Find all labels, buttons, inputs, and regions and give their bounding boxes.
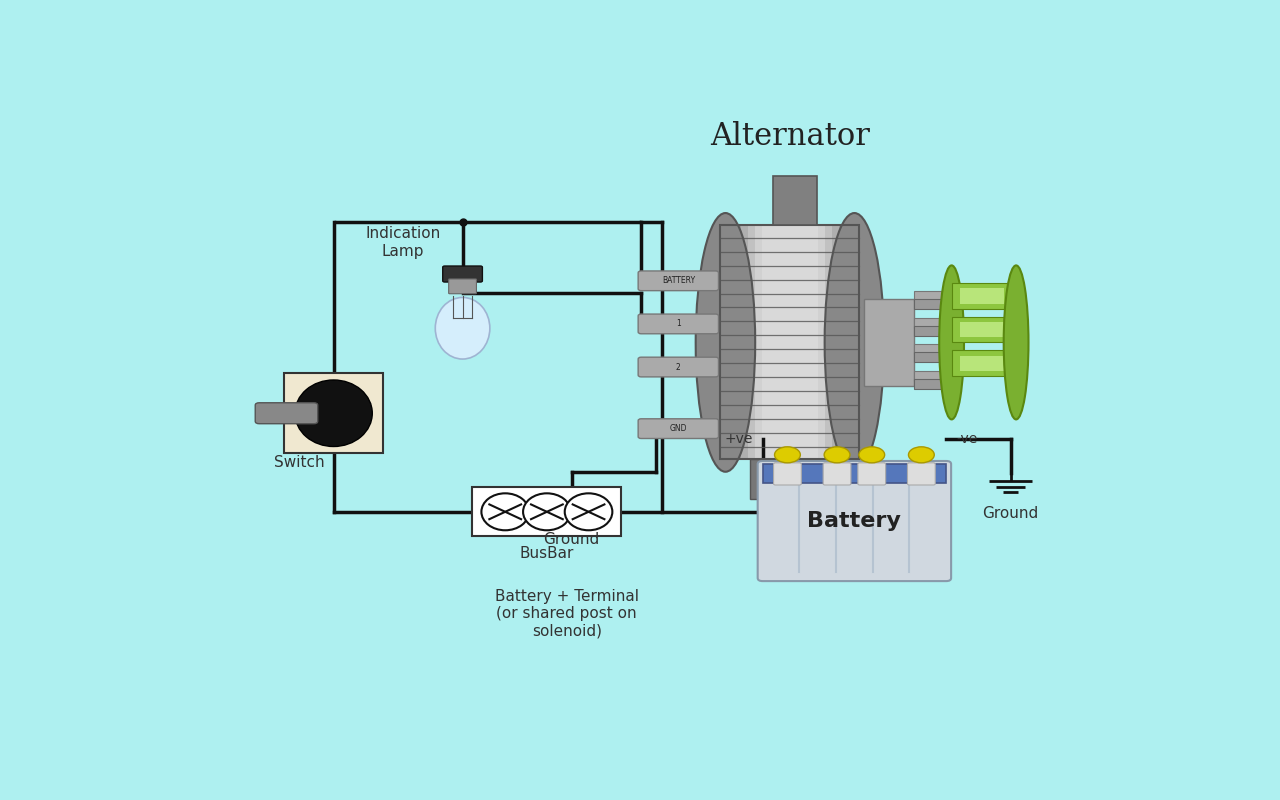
Bar	[951, 317, 1016, 342]
Text: 2: 2	[676, 362, 681, 371]
FancyBboxPatch shape	[284, 373, 383, 454]
Text: GND: GND	[669, 424, 687, 433]
FancyBboxPatch shape	[255, 402, 317, 424]
Bar	[769, 226, 777, 459]
Bar	[755, 226, 763, 459]
Ellipse shape	[524, 494, 571, 530]
Bar	[951, 282, 1016, 309]
Bar	[914, 291, 942, 301]
Bar	[727, 226, 735, 459]
FancyBboxPatch shape	[908, 463, 936, 485]
Ellipse shape	[940, 266, 964, 419]
Bar	[914, 378, 942, 389]
Bar	[960, 322, 1005, 338]
Text: Ground: Ground	[544, 532, 600, 547]
Bar	[762, 226, 771, 459]
Ellipse shape	[564, 494, 612, 530]
Text: Ground: Ground	[983, 506, 1039, 521]
FancyBboxPatch shape	[823, 463, 851, 485]
Ellipse shape	[481, 494, 529, 530]
Circle shape	[774, 447, 800, 463]
Ellipse shape	[294, 380, 372, 446]
Bar	[804, 226, 812, 459]
Text: -ve: -ve	[956, 433, 978, 446]
FancyBboxPatch shape	[639, 357, 718, 377]
Text: +ve: +ve	[724, 433, 753, 446]
Text: Switch: Switch	[274, 455, 324, 470]
Bar	[960, 288, 1005, 303]
Bar	[960, 356, 1005, 371]
FancyBboxPatch shape	[639, 314, 718, 334]
Bar	[741, 226, 749, 459]
FancyBboxPatch shape	[773, 176, 817, 226]
Bar	[790, 226, 797, 459]
FancyBboxPatch shape	[758, 461, 951, 581]
Ellipse shape	[696, 213, 755, 472]
Bar	[951, 350, 1016, 376]
Text: Indication
Lamp: Indication Lamp	[365, 226, 440, 259]
Text: 1: 1	[676, 319, 681, 329]
Circle shape	[859, 447, 884, 463]
Circle shape	[824, 447, 850, 463]
Bar	[852, 226, 860, 459]
Bar	[846, 226, 854, 459]
Bar	[776, 226, 783, 459]
Text: BusBar: BusBar	[520, 546, 573, 561]
Text: Battery: Battery	[808, 511, 901, 531]
Bar	[783, 226, 791, 459]
Bar	[818, 226, 826, 459]
Bar	[763, 464, 946, 482]
Ellipse shape	[824, 213, 884, 472]
Circle shape	[909, 447, 934, 463]
Text: BATTERY: BATTERY	[662, 276, 695, 286]
FancyBboxPatch shape	[639, 418, 718, 438]
FancyBboxPatch shape	[858, 463, 886, 485]
FancyBboxPatch shape	[773, 463, 801, 485]
Ellipse shape	[435, 298, 490, 359]
Bar	[914, 352, 942, 362]
Bar	[914, 318, 942, 328]
Bar	[721, 226, 859, 459]
FancyBboxPatch shape	[443, 266, 483, 282]
Bar	[838, 226, 846, 459]
FancyBboxPatch shape	[449, 279, 476, 294]
Bar	[832, 226, 840, 459]
FancyBboxPatch shape	[472, 487, 621, 537]
FancyBboxPatch shape	[750, 459, 869, 499]
Bar	[810, 226, 819, 459]
FancyBboxPatch shape	[639, 271, 718, 290]
Bar	[749, 226, 756, 459]
Text: Alternator: Alternator	[710, 121, 870, 151]
Bar	[914, 344, 942, 354]
Ellipse shape	[1004, 266, 1029, 419]
Bar	[914, 299, 942, 309]
Bar	[797, 226, 805, 459]
Bar	[721, 226, 728, 459]
Bar	[864, 299, 914, 386]
Bar	[914, 370, 942, 381]
Bar	[735, 226, 742, 459]
Bar	[824, 226, 832, 459]
Text: Battery + Terminal
(or shared post on
solenoid): Battery + Terminal (or shared post on so…	[495, 589, 639, 638]
Bar	[914, 326, 942, 336]
